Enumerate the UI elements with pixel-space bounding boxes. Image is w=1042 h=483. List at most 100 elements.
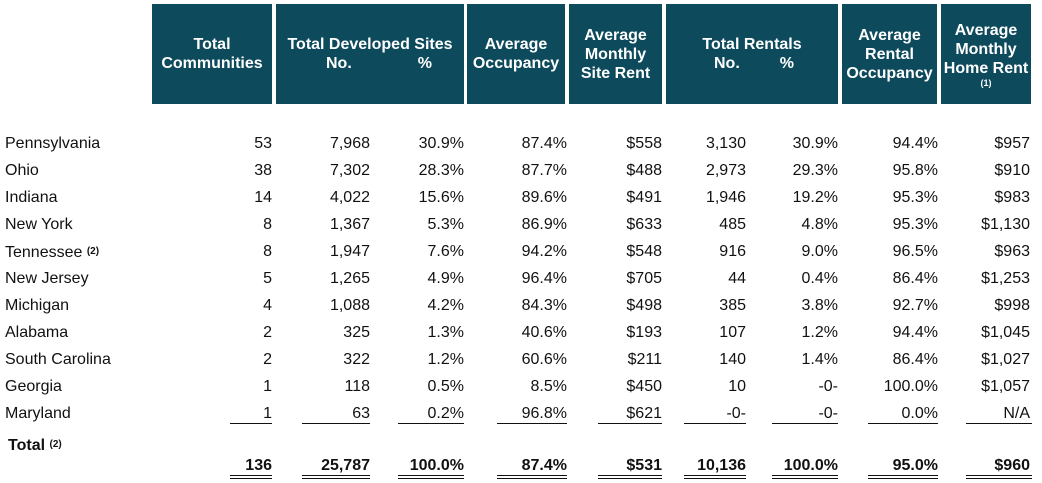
header-subcolumns: No. % xyxy=(666,54,838,73)
cell-sites-no: 118 xyxy=(344,378,370,395)
total-rentals-no: 10,136 xyxy=(697,457,746,474)
total-double-rule xyxy=(302,475,370,479)
header-label: Average Monthly Site Rent xyxy=(580,26,651,82)
total-double-rule xyxy=(684,475,746,479)
table-row: Tennessee (2) 8 1,947 7.6% 94.2% $548 916 9.0% 9… xyxy=(0,241,1042,263)
total-footnote: (2) xyxy=(49,439,62,450)
header-label: Average Monthly Home Rent xyxy=(943,21,1029,77)
header-label: Total Rentals xyxy=(702,36,802,53)
cell-sites-no: 7,302 xyxy=(329,162,370,179)
cell-rental-occ: 86.4% xyxy=(892,351,938,368)
cell-occupancy: 89.6% xyxy=(521,189,567,206)
cell-communities: 4 xyxy=(263,297,272,314)
header-label: Average Rental Occupancy xyxy=(846,26,933,82)
cell-occupancy: 87.4% xyxy=(521,135,567,152)
cell-communities: 53 xyxy=(254,135,272,152)
cell-occupancy: 86.9% xyxy=(521,216,567,233)
total-double-rule xyxy=(398,475,464,479)
cell-sites-pct: 0.5% xyxy=(427,378,464,395)
cell-occupancy: 40.6% xyxy=(521,324,567,341)
state-label: Ohio xyxy=(5,162,39,179)
total-double-rule xyxy=(598,475,662,479)
state-label: South Carolina xyxy=(5,351,111,368)
cell-rental-occ: 96.5% xyxy=(892,243,938,260)
subtotal-rule xyxy=(398,423,464,424)
cell-rentals-pct: 1.4% xyxy=(801,351,838,368)
cell-sites-pct: 4.2% xyxy=(427,297,464,314)
cell-communities: 1 xyxy=(263,405,272,422)
cell-rentals-no: 10 xyxy=(728,378,746,395)
cell-occupancy: 94.2% xyxy=(521,243,567,260)
cell-site-rent: $558 xyxy=(626,135,662,152)
state-label: Maryland xyxy=(5,405,71,422)
cell-communities: 8 xyxy=(263,243,272,260)
cell-rental-occ: 86.4% xyxy=(892,270,938,287)
state-name: New Jersey xyxy=(5,268,89,290)
cell-occupancy: 60.6% xyxy=(521,351,567,368)
state-label: Tennessee xyxy=(5,244,83,261)
cell-rentals-no: 3,130 xyxy=(705,135,746,152)
subtotal-rule xyxy=(497,423,567,424)
cell-site-rent: $621 xyxy=(626,405,662,422)
cell-home-rent: $1,045 xyxy=(981,324,1030,341)
state-name: Indiana xyxy=(5,187,58,209)
cell-rental-occ: 0.0% xyxy=(901,405,938,422)
state-name: Tennessee (2) xyxy=(5,241,99,264)
subtotal-rule xyxy=(684,423,746,424)
table-row: Alabama 2 325 1.3% 40.6% $193 107 1.2% 94.4% $1,0… xyxy=(0,322,1042,344)
cell-rentals-pct: 3.8% xyxy=(801,297,838,314)
header-sub-pct: % xyxy=(779,55,794,72)
cell-occupancy: 96.4% xyxy=(521,270,567,287)
total-double-rule xyxy=(497,475,567,479)
cell-site-rent: $705 xyxy=(626,270,662,287)
total-rentals-pct: 100.0% xyxy=(783,457,838,474)
table-row: New Jersey 5 1,265 4.9% 96.4% $705 44 0.4% 86.4%… xyxy=(0,268,1042,290)
header-total-communities: Total Communities xyxy=(152,4,272,104)
total-double-rule xyxy=(772,475,838,479)
cell-rentals-no: 1,946 xyxy=(705,189,746,206)
cell-sites-no: 322 xyxy=(343,351,370,368)
cell-sites-no: 1,088 xyxy=(329,297,370,314)
subtotal-rule xyxy=(230,423,272,424)
cell-communities: 8 xyxy=(263,216,272,233)
cell-home-rent: $910 xyxy=(994,162,1030,179)
cell-rental-occ: 95.8% xyxy=(892,162,938,179)
subtotal-rule xyxy=(772,423,838,424)
cell-sites-no: 1,265 xyxy=(329,270,370,287)
cell-sites-pct: 1.2% xyxy=(427,351,464,368)
total-rental-occupancy: 95.0% xyxy=(892,457,938,474)
table-row: Maryland 1 63 0.2% 96.8% $621 -0- -0- 0.0% N/A xyxy=(0,403,1042,425)
cell-occupancy: 96.8% xyxy=(521,405,567,422)
total-double-rule xyxy=(966,475,1032,479)
subtotal-rule xyxy=(966,423,1032,424)
cell-sites-pct: 30.9% xyxy=(418,135,464,152)
total-communities: 136 xyxy=(245,457,272,474)
cell-sites-no: 63 xyxy=(352,405,370,422)
state-label: New York xyxy=(5,216,73,233)
cell-sites-pct: 5.3% xyxy=(427,216,464,233)
table-row: Pennsylvania 53 7,968 30.9% 87.4% $558 3,130 30… xyxy=(0,133,1042,155)
cell-rental-occ: 94.4% xyxy=(892,324,938,341)
subtotal-rule xyxy=(302,423,370,424)
cell-site-rent: $498 xyxy=(626,297,662,314)
cell-communities: 14 xyxy=(254,189,272,206)
cell-occupancy: 8.5% xyxy=(530,378,567,395)
header-average-monthly-site-rent: Average Monthly Site Rent xyxy=(569,4,662,104)
state-name: New York xyxy=(5,214,73,236)
header-total-developed-sites: Total Developed Sites No. % xyxy=(276,4,464,104)
cell-sites-pct: 15.6% xyxy=(418,189,464,206)
total-label: Total (2) xyxy=(8,437,62,455)
total-sites-no: 25,787 xyxy=(321,457,370,474)
cell-sites-pct: 0.2% xyxy=(427,405,464,422)
cell-site-rent: $211 xyxy=(627,351,662,368)
state-label: Pennsylvania xyxy=(5,135,101,152)
cell-rental-occ: 94.4% xyxy=(892,135,938,152)
cell-rentals-pct: 19.2% xyxy=(792,189,838,206)
state-footnote: (2) xyxy=(86,246,100,257)
state-name: Georgia xyxy=(5,376,62,398)
cell-rentals-pct: 0.4% xyxy=(801,270,838,287)
cell-rental-occ: 92.7% xyxy=(892,297,938,314)
cell-sites-no: 7,968 xyxy=(329,135,370,152)
header-average-rental-occupancy: Average Rental Occupancy xyxy=(842,4,937,104)
state-name: Ohio xyxy=(5,160,39,182)
